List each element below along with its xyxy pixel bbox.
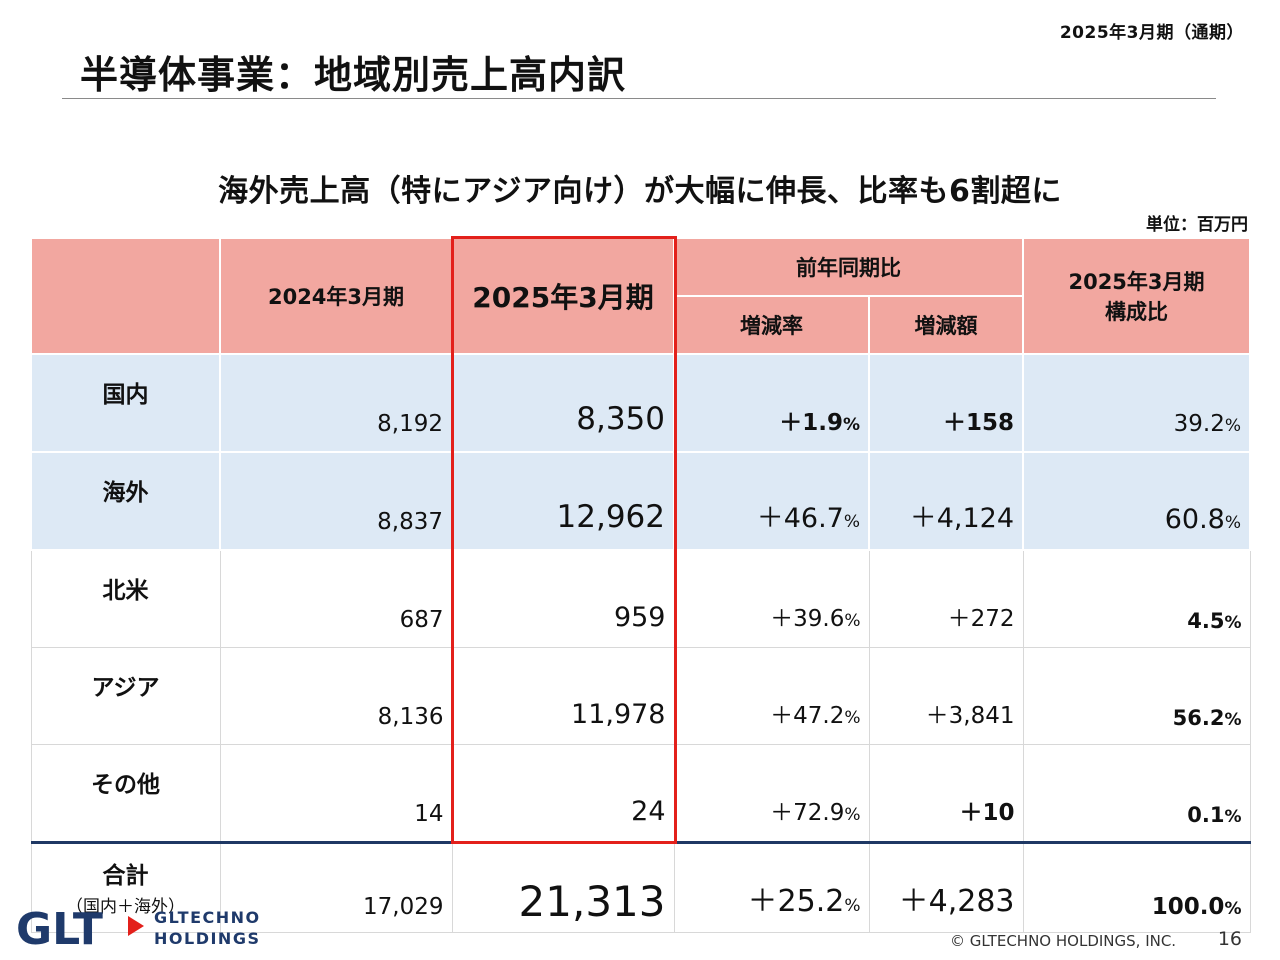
cell-rate: ＋72.9% — [673, 744, 870, 843]
cell-prev: 8,136 — [219, 647, 453, 745]
header-yoy-amount: 増減額 — [868, 295, 1024, 355]
row-label: 北米 — [30, 549, 221, 648]
table-row-other: その他 14 24 ＋72.9% ＋10 0.1% — [30, 744, 1251, 843]
cell-rate: ＋1.9% — [673, 353, 870, 453]
cell-share: 4.5% — [1022, 549, 1251, 648]
cell-amount: ＋272 — [868, 549, 1024, 648]
table-row-overseas: 海外 8,837 12,962 ＋46.7% ＋4,124 60.8% — [30, 451, 1251, 551]
logo-name-line2: HOLDINGS — [154, 929, 260, 948]
row-label: 合計 （国内＋海外） — [30, 841, 221, 933]
logo-arrow-icon — [128, 916, 144, 936]
cell-rate: ＋25.2% — [673, 841, 870, 933]
cell-rate: ＋46.7% — [673, 451, 870, 551]
row-label: 国内 — [30, 353, 221, 453]
cell-share: 56.2% — [1022, 647, 1251, 745]
cell-share: 0.1% — [1022, 744, 1251, 843]
cell-prev: 14 — [219, 744, 453, 843]
cell-curr: 8,350 — [451, 353, 675, 453]
header-share: 2025年3月期 構成比 — [1022, 237, 1251, 355]
copyright: © GLTECHNO HOLDINGS, INC. — [950, 932, 1177, 950]
headline: 海外売上高（特にアジア向け）が大幅に伸長、比率も6割超に — [218, 174, 1062, 209]
cell-prev: 8,837 — [219, 451, 453, 551]
total-label: 合計 — [102, 863, 149, 889]
header-curr-year: 2025年3月期 — [451, 237, 675, 355]
cell-rate: ＋39.6% — [673, 549, 870, 648]
cell-amount: ＋4,124 — [868, 451, 1024, 551]
title-divider — [62, 98, 1216, 99]
header-share-line1: 2025年3月期 — [1068, 270, 1205, 294]
cell-prev: 8,192 — [219, 353, 453, 453]
table-row-asia: アジア 8,136 11,978 ＋47.2% ＋3,841 56.2% — [30, 647, 1251, 745]
cell-curr: 24 — [451, 744, 675, 843]
logo-mark-text: GLT — [16, 904, 103, 950]
cell-amount: ＋4,283 — [868, 841, 1024, 933]
row-label: 海外 — [30, 451, 221, 551]
table-row-total: 合計 （国内＋海外） 17,029 21,313 ＋25.2% ＋4,283 1… — [30, 841, 1251, 933]
cell-curr: 12,962 — [451, 451, 675, 551]
cell-amount: ＋3,841 — [868, 647, 1024, 745]
cell-amount: ＋10 — [868, 744, 1024, 843]
page-number: 16 — [1217, 928, 1242, 950]
header-yoy-rate: 増減率 — [673, 295, 870, 355]
gltechno-logo: GLT GLTECHNO HOLDINGS — [16, 904, 261, 950]
cell-curr: 11,978 — [451, 647, 675, 745]
unit-label: 単位：百万円 — [1146, 215, 1248, 235]
row-label: アジア — [30, 647, 221, 745]
row-label: その他 — [30, 744, 221, 843]
table-row-domestic: 国内 8,192 8,350 ＋1.9% ＋158 39.2% — [30, 353, 1251, 453]
cell-curr: 21,313 — [451, 841, 675, 933]
cell-share: 60.8% — [1022, 451, 1251, 551]
page-title: 半導体事業：地域別売上高内訳 — [80, 53, 627, 97]
cell-share: 39.2% — [1022, 353, 1251, 453]
cell-curr: 959 — [451, 549, 675, 648]
logo-name-line1: GLTECHNO — [154, 908, 261, 927]
header-prev-year: 2024年3月期 — [219, 237, 453, 355]
cell-prev: 17,029 — [219, 841, 453, 933]
regional-sales-table: 2024年3月期 2025年3月期 前年同期比 2025年3月期 構成比 増減率… — [30, 237, 1251, 933]
cell-share: 100.0% — [1022, 841, 1251, 933]
header-empty-cell — [30, 237, 221, 355]
table-row-north-america: 北米 687 959 ＋39.6% ＋272 4.5% — [30, 549, 1251, 648]
header-yoy: 前年同期比 — [673, 237, 1024, 297]
cell-prev: 687 — [219, 549, 453, 648]
total-sublabel: （国内＋海外） — [66, 897, 185, 917]
header-share-line2: 構成比 — [1105, 300, 1168, 324]
fiscal-period-label: 2025年3月期（通期） — [1059, 23, 1244, 43]
cell-rate: ＋47.2% — [673, 647, 870, 745]
cell-amount: ＋158 — [868, 353, 1024, 453]
